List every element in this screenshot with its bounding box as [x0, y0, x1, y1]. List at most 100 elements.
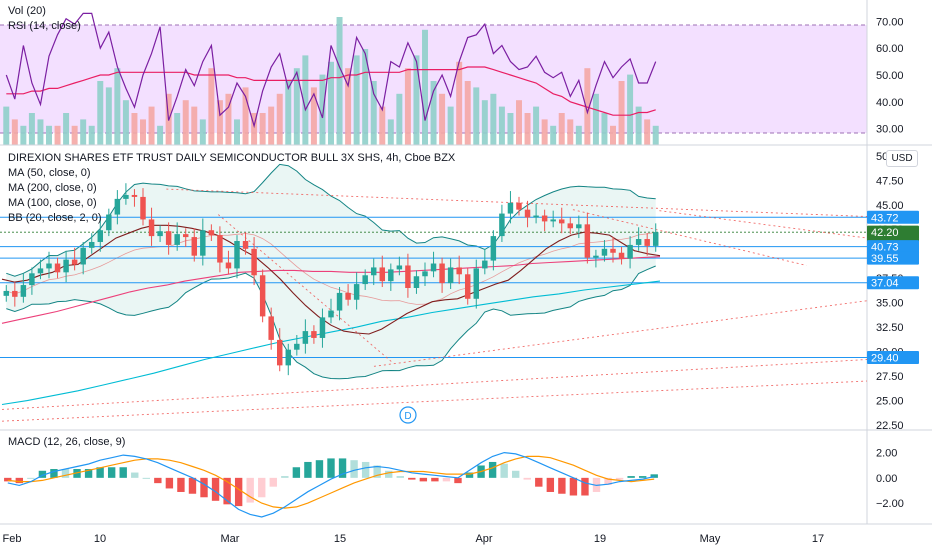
- macd-axis-tick: −2.00: [876, 498, 904, 510]
- price-axis-tick: 22.50: [876, 420, 904, 432]
- candle-body: [208, 230, 215, 236]
- price-panel[interactable]: [0, 163, 868, 422]
- price-axis-label-bg: [867, 210, 919, 224]
- volume-bar: [473, 87, 480, 145]
- candle-body: [516, 202, 522, 210]
- volume-bar: [208, 68, 215, 145]
- volume-bar: [319, 74, 326, 145]
- macd-histogram-bar: [650, 474, 658, 478]
- candle-body: [37, 268, 44, 274]
- price-axis-label-level: 40.73: [867, 240, 919, 254]
- macd-histogram-bar: [200, 477, 208, 498]
- candle-body: [20, 285, 27, 297]
- macd-histogram-bar: [119, 467, 127, 478]
- macd-histogram-bar: [465, 472, 474, 478]
- ma100-legend: MA (100, close, 0): [8, 197, 97, 209]
- candle-body: [106, 214, 112, 231]
- candle-body: [396, 265, 403, 270]
- currency-button[interactable]: USD: [886, 150, 918, 167]
- candle-body: [567, 223, 574, 229]
- candle-body: [405, 265, 411, 288]
- volume-bar: [516, 100, 522, 145]
- volume-bar: [635, 106, 642, 145]
- price-axis-label-text: 29.40: [871, 353, 899, 365]
- volume-bar: [293, 68, 300, 145]
- macd-histogram-bar: [361, 461, 370, 478]
- candle-body: [131, 194, 138, 197]
- candle-body: [456, 267, 462, 275]
- macd-histogram-bar: [38, 470, 47, 478]
- candle-body: [499, 213, 505, 237]
- candle-body: [54, 263, 61, 273]
- ma100-line: [1, 256, 661, 324]
- trend-line: [1, 380, 868, 422]
- price-axis-tick: 25.00: [876, 396, 904, 408]
- volume-bar: [225, 93, 232, 145]
- candle-body: [430, 263, 437, 272]
- macd-histogram-bar: [396, 476, 404, 478]
- dividend-marker[interactable]: D: [399, 406, 417, 424]
- trend-line: [659, 210, 868, 239]
- volume-bar: [558, 113, 565, 145]
- volume-bar: [481, 100, 488, 145]
- macd-histogram-bar: [281, 476, 289, 478]
- volume-bar: [310, 87, 317, 145]
- ma200-legend: MA (200, close, 0): [8, 182, 97, 194]
- macd-histogram-bar: [581, 477, 589, 496]
- volume-legend: Vol (20): [8, 5, 46, 17]
- volume-bar: [567, 119, 574, 145]
- volume-bar: [28, 113, 35, 145]
- rsi-line: [5, 12, 657, 129]
- ma50-line: [1, 224, 661, 335]
- time-axis-label: Feb: [3, 533, 22, 545]
- macd-histogram-bar: [512, 470, 520, 478]
- volume-bar: [430, 81, 437, 145]
- macd-histogram-bar: [96, 467, 104, 478]
- time-axis-label: 10: [94, 533, 106, 545]
- macd-line: [7, 451, 655, 518]
- bb-legend: BB (20, close, 2, 0): [8, 212, 102, 224]
- macd-histogram-bar: [304, 461, 312, 478]
- candle-body: [294, 343, 300, 350]
- candle-body: [635, 239, 642, 245]
- volume-bar: [276, 93, 283, 145]
- candle-body: [148, 219, 155, 237]
- volume-bar: [157, 125, 164, 145]
- candle-body: [191, 237, 198, 256]
- candle-body: [63, 259, 69, 273]
- macd-histogram-bar: [350, 460, 358, 478]
- macd-histogram-bar: [165, 477, 174, 489]
- candle-body: [558, 219, 565, 224]
- volume-bar: [524, 113, 531, 145]
- candle-body: [627, 244, 633, 259]
- volume-bar: [533, 106, 540, 145]
- price-axis-label-level: 39.55: [867, 251, 919, 265]
- volume-bar: [20, 125, 27, 145]
- candle-body: [200, 230, 206, 256]
- volume-bar: [652, 125, 659, 145]
- macd-histogram-bar: [107, 467, 116, 478]
- price-axis-tick: 47.50: [876, 175, 904, 187]
- dividend-marker-text: D: [404, 411, 411, 422]
- macd-histogram-bar: [569, 477, 578, 496]
- macd-histogram-bar: [292, 467, 301, 478]
- macd-histogram-bar: [315, 460, 324, 478]
- candle-body: [217, 235, 223, 263]
- volume-bar: [216, 100, 223, 145]
- volume-bar: [302, 55, 309, 145]
- price-axis-label-level: 43.72: [867, 210, 919, 224]
- ma200-line: [1, 280, 661, 406]
- macd-histogram-bar: [15, 477, 24, 484]
- volume-bar: [507, 113, 514, 145]
- candle-body: [3, 290, 10, 296]
- macd-axis-tick: 2.00: [876, 448, 897, 460]
- macd-legend: MACD (12, 26, close, 9): [8, 436, 126, 448]
- volume-bar: [268, 106, 275, 145]
- candle-body: [490, 236, 497, 261]
- candle-body: [302, 331, 309, 344]
- candle-body: [259, 275, 266, 317]
- candle-body: [618, 252, 625, 259]
- macd-histogram-bar: [627, 476, 635, 478]
- volume-bar: [234, 119, 240, 145]
